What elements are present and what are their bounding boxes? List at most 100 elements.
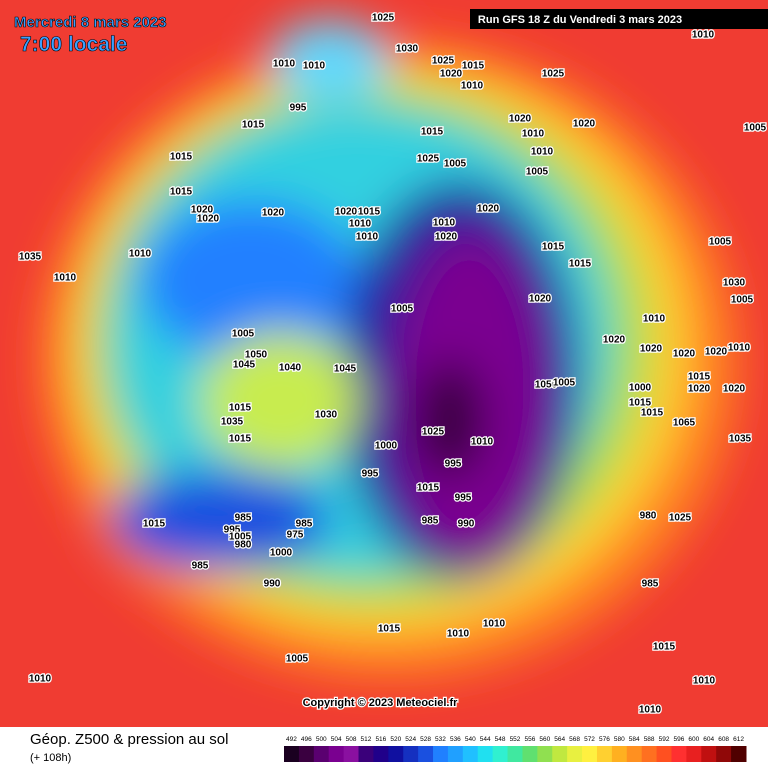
pressure-label: 1010: [433, 218, 456, 229]
pressure-label: 1015: [170, 187, 193, 198]
copyright: Copyright © 2023 Meteociel.fr: [303, 697, 459, 709]
colorbar-label: 612: [733, 736, 744, 743]
colorbar-swatch: [418, 746, 434, 762]
colorbar-swatch: [522, 746, 538, 762]
pressure-label: 1025: [542, 69, 565, 80]
pressure-label: 995: [290, 103, 307, 114]
pressure-label: 1010: [471, 437, 494, 448]
colorbar-swatch: [671, 746, 687, 762]
pressure-label: 1005: [229, 532, 252, 543]
colorbar-swatch: [626, 746, 643, 762]
pressure-label: 1020: [440, 69, 463, 80]
pressure-label: 1015: [229, 434, 252, 445]
colorbar-label: 524: [405, 736, 416, 743]
pressure-label: 1015: [229, 403, 252, 414]
pressure-label: 1050: [535, 380, 558, 391]
colorbar-swatch: [343, 746, 360, 762]
colorbar-label: 536: [450, 736, 461, 743]
colorbar-label: 520: [390, 736, 401, 743]
pressure-label: 1020: [573, 119, 596, 130]
pressure-label: 1015: [417, 483, 440, 494]
colorbar-swatch: [507, 746, 523, 762]
colorbar-label: 564: [554, 736, 565, 743]
pressure-label: 1010: [483, 619, 506, 630]
pressure-label: 1045: [233, 360, 256, 371]
colorbar-swatch: [611, 746, 628, 762]
colorbar-label: 592: [659, 736, 670, 743]
pressure-label: 1020: [197, 214, 220, 225]
pressure-label: 985: [192, 561, 209, 572]
pressure-label: 1010: [728, 343, 751, 354]
colorbar-swatch: [313, 746, 330, 762]
pressure-label: 1010: [461, 81, 484, 92]
footer-title: Géop. Z500 & pression au sol: [30, 731, 228, 748]
colorbar-swatch: [552, 746, 568, 762]
pressure-label: 1005: [709, 237, 732, 248]
pressure-label: 1015: [143, 519, 166, 530]
pressure-label: 1020: [723, 384, 746, 395]
pressure-label: 1005: [526, 167, 549, 178]
colorbar-label: 604: [703, 736, 714, 743]
colorbar-label: 512: [361, 736, 372, 743]
pressure-label: 985: [422, 516, 439, 527]
pressure-label: 1010: [639, 705, 662, 716]
pressure-label: 1020: [705, 347, 728, 358]
colorbar-swatch: [731, 746, 747, 762]
colorbar-swatch: [582, 746, 598, 762]
colorbar-label: 568: [569, 736, 580, 743]
pressure-label: 1050: [245, 350, 268, 361]
pressure-label: 1020: [640, 344, 663, 355]
pressure-label: 995: [224, 525, 241, 536]
colorbar-label: 492: [286, 736, 297, 743]
pressure-label: 1040: [279, 363, 302, 374]
pressure-label: 1020: [688, 384, 711, 395]
colorbar-label: 528: [420, 736, 431, 743]
pressure-label: 1015: [653, 642, 676, 653]
pressure-label: 1010: [273, 59, 296, 70]
pressure-label: 1020: [477, 204, 500, 215]
colorbar-swatch: [656, 746, 672, 762]
colorbar-label: 572: [584, 736, 595, 743]
colorbar-label: 540: [465, 736, 476, 743]
pressure-label: 1010: [693, 676, 716, 687]
run-info: Run GFS 18 Z du Vendredi 3 mars 2023: [478, 14, 682, 26]
colorbar-label: 552: [510, 736, 521, 743]
colorbar-label: 608: [718, 736, 729, 743]
colorbar-swatch: [373, 746, 389, 762]
pressure-label: 1010: [522, 129, 545, 140]
pressure-label: 1005: [286, 654, 309, 665]
colorbar-label: 588: [644, 736, 655, 743]
pressure-label: 1005: [444, 159, 467, 170]
map-background: [0, 0, 768, 727]
pressure-label: 1010: [54, 273, 77, 284]
colorbar-swatch: [447, 746, 464, 762]
pressure-label: 990: [458, 519, 475, 530]
pressure-label: 1020: [262, 208, 285, 219]
pressure-label: 1010: [692, 30, 715, 41]
pressure-label: 1030: [396, 44, 419, 55]
pressure-label: 1025: [372, 13, 395, 24]
colorbar-swatch: [403, 746, 419, 762]
colorbar-swatch: [686, 746, 702, 762]
pressure-label: 980: [640, 511, 657, 522]
run-box: [470, 9, 768, 29]
colorbar-swatch: [358, 746, 374, 762]
pressure-label: 1020: [335, 207, 358, 218]
colorbar-swatch: [567, 746, 583, 762]
pressure-label: 990: [264, 579, 281, 590]
colorbar-swatch: [298, 746, 315, 762]
pressure-label: 1025: [422, 427, 445, 438]
pressure-label: 1005: [553, 378, 576, 389]
colorbar: 492 496 500 504 508 512 516 520 524 528 532 536 540 5…: [284, 736, 747, 762]
pressure-label: 980: [235, 540, 252, 551]
colorbar-swatch: [462, 746, 479, 762]
pressure-label: 1015: [688, 372, 711, 383]
colorbar-swatch: [716, 746, 732, 762]
pressure-label: 1015: [542, 242, 565, 253]
pressure-label: 985: [296, 519, 313, 530]
pressure-label: 1025: [669, 513, 692, 524]
pressure-label: 1025: [432, 56, 455, 67]
pressure-label: 1010: [356, 232, 379, 243]
